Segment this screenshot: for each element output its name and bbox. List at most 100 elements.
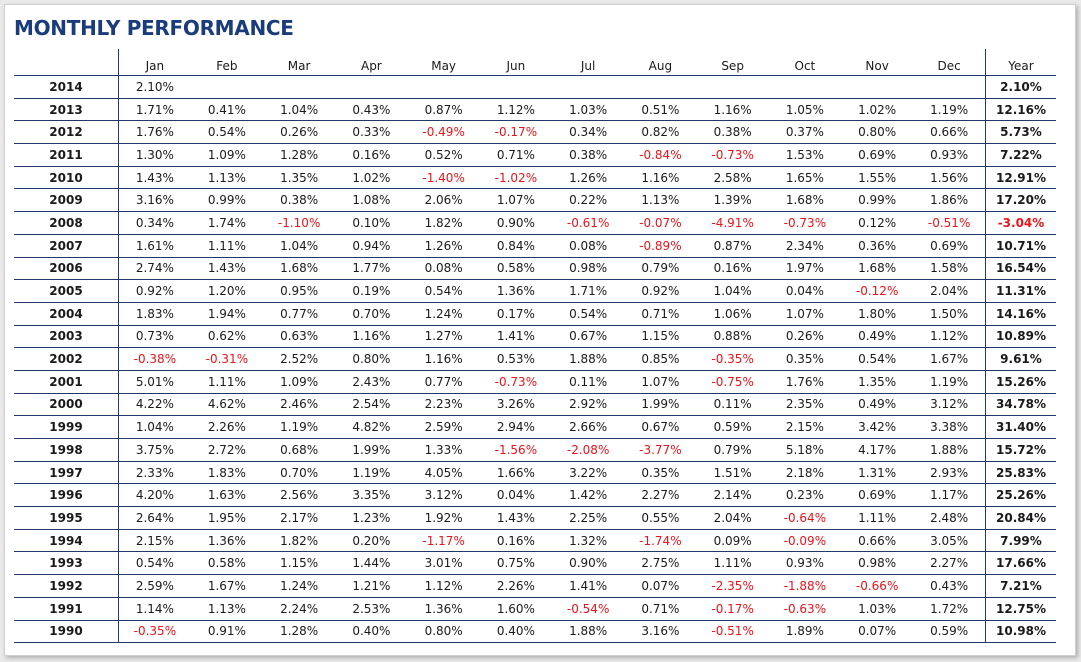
month-value-cell: 1.66% [479,461,552,485]
month-value-cell: -3.77% [624,438,697,462]
month-value-cell: 1.36% [190,529,263,553]
month-value-cell: 2.92% [552,393,625,417]
month-value-cell: 1.05% [768,98,841,122]
month-value-cell: 0.54% [190,120,263,145]
month-value-cell: 0.99% [190,188,263,213]
month-value-cell: 3.12% [913,393,986,417]
month-value-cell: 3.26% [479,393,552,417]
table-row: 1992 2.59% 1.67% 1.24% 1.21% 1.12% 2.26% 1.41% 0… [14,574,1056,598]
row-year-label: 2006 [14,257,119,281]
row-year-label: 2001 [14,370,119,394]
year-total-cell: 10.98% [985,620,1056,644]
month-value-cell: 0.71% [624,597,697,621]
month-value-cell: -0.75% [696,370,769,394]
month-value-cell: -2.35% [696,574,769,598]
month-value-cell: 0.55% [624,506,697,530]
month-value-cell: 0.80% [841,120,914,145]
month-value-cell: -0.63% [768,597,841,621]
month-value-cell: -0.38% [117,347,191,371]
month-value-cell: 0.66% [913,120,986,145]
month-value-cell: 2.43% [335,370,408,394]
row-year-label: 2010 [14,166,119,190]
month-value-cell: 3.05% [913,529,986,553]
month-value-cell: 1.60% [479,597,552,621]
month-value-cell: 0.10% [335,211,408,235]
month-value-cell: 0.08% [407,257,480,281]
row-year-label: 1993 [14,551,119,576]
month-value-cell: 0.37% [768,120,841,145]
table-header-row: Jan Feb Mar Apr May Jun Jul Aug Sep Oct Nov Dec Year [14,49,1056,76]
month-value-cell: 2.59% [407,415,480,439]
month-value-cell: 2.10% [117,75,191,99]
row-year-label: 1990 [14,620,119,644]
table-row: 2007 1.61% 1.11% 1.04% 0.94% 1.26% 0.84% 0.08% -… [14,234,1056,258]
month-value-cell: 1.31% [841,461,914,485]
month-value-cell: 1.94% [190,302,263,326]
month-value-cell: 2.27% [913,551,986,576]
year-total-cell: 20.84% [985,506,1056,530]
month-value-cell: -0.84% [624,143,697,167]
month-value-cell: 2.15% [768,415,841,439]
month-value-cell: 0.84% [479,234,552,258]
month-value-cell: 1.76% [768,370,841,394]
month-value-cell: -0.35% [117,620,191,644]
month-value-cell: 1.36% [407,597,480,621]
month-value-cell: 0.90% [479,211,552,235]
month-value-cell: 1.11% [190,234,263,258]
month-value-cell: -0.31% [190,347,263,371]
month-value-cell: 1.67% [913,347,986,371]
year-total-cell: 15.26% [985,370,1056,394]
year-total-cell: 12.91% [985,166,1056,190]
month-value-cell: 1.77% [335,257,408,281]
month-value-cell: 0.70% [263,461,336,485]
page-title: MONTHLY PERFORMANCE [14,16,294,40]
month-value-cell: 1.23% [335,506,408,530]
month-value-cell: 1.92% [407,506,480,530]
month-value-cell: 0.71% [624,302,697,326]
row-year-label: 2009 [14,188,119,213]
month-value-cell: 0.70% [335,302,408,326]
year-total-cell: 12.16% [985,98,1056,122]
month-value-cell: 2.06% [407,188,480,213]
month-value-cell: 1.53% [768,143,841,167]
year-total-cell: 34.78% [985,393,1056,417]
month-value-cell: 2.33% [117,461,191,485]
month-value-cell [552,75,625,99]
month-value-cell: 1.26% [407,234,480,258]
month-value-cell: 0.35% [624,461,697,485]
table-row: 2011 1.30% 1.09% 1.28% 0.16% 0.52% 0.71% 0.38% -… [14,143,1056,167]
month-value-cell: 0.79% [696,438,769,462]
month-value-cell: 0.93% [913,143,986,167]
table-row: 2012 1.76% 0.54% 0.26% 0.33% -0.49% -0.17% 0.34… [14,120,1056,145]
month-value-cell: 0.51% [624,98,697,122]
month-value-cell: 0.34% [117,211,191,235]
month-value-cell: 2.23% [407,393,480,417]
month-value-cell: 0.22% [552,188,625,213]
month-value-cell: 0.40% [479,620,552,644]
month-value-cell: 1.19% [913,98,986,122]
month-value-cell: 2.58% [696,166,769,190]
column-header-year-total: Year [985,49,1056,76]
month-value-cell: 1.99% [624,393,697,417]
table-row: 2004 1.83% 1.94% 0.77% 0.70% 1.24% 0.17% 0.54% 0… [14,302,1056,326]
month-value-cell: 0.75% [479,551,552,576]
month-value-cell: 3.38% [913,415,986,439]
month-value-cell: 0.54% [552,302,625,326]
month-value-cell: 1.63% [190,483,263,508]
month-value-cell: 0.58% [190,551,263,576]
month-value-cell: -0.49% [407,120,480,145]
table-row: 2002 -0.38% -0.31% 2.52% 0.80% 1.16% 0.53% 1.88… [14,347,1056,371]
month-value-cell: 1.21% [335,574,408,598]
month-value-cell: -2.08% [552,438,625,462]
month-value-cell: 1.19% [335,461,408,485]
row-year-label: 2003 [14,325,119,349]
month-value-cell: 0.92% [624,279,697,303]
month-value-cell: 0.16% [479,529,552,553]
month-value-cell [696,75,769,99]
row-year-label: 2005 [14,279,119,303]
month-value-cell: 0.07% [624,574,697,598]
column-header-apr: Apr [335,49,408,76]
row-year-label: 1994 [14,529,119,553]
table-row: 1997 2.33% 1.83% 0.70% 1.19% 4.05% 1.66% 3.22% 0… [14,461,1056,485]
row-year-label: 2002 [14,347,119,371]
